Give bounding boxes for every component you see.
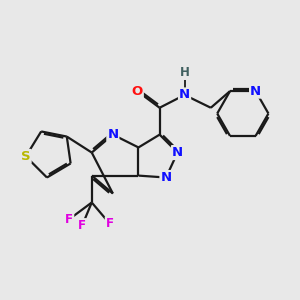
Text: O: O [132, 85, 143, 98]
Text: N: N [172, 146, 183, 159]
Text: H: H [180, 66, 190, 79]
Text: F: F [65, 213, 73, 226]
Text: F: F [106, 217, 114, 230]
Text: N: N [179, 88, 190, 101]
Text: N: N [250, 85, 261, 98]
Text: N: N [107, 128, 118, 141]
Text: N: N [160, 171, 172, 184]
Text: S: S [21, 150, 31, 163]
Text: F: F [78, 219, 86, 232]
